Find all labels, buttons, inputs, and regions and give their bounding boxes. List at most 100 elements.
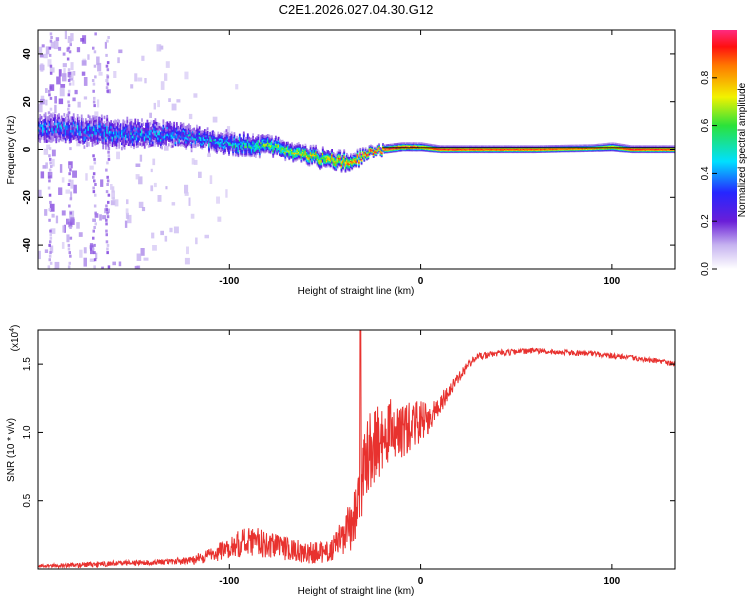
heatmap-ridge-cell [113, 133, 115, 137]
heatmap-ridge-cell [250, 150, 253, 154]
heatmap-ridge-cell [56, 132, 59, 136]
heatmap-ridge-cell [435, 144, 438, 147]
heatmap-ridge-cell [237, 152, 240, 156]
heatmap-ridge-cell [288, 147, 291, 150]
heatmap-ridge-cell [90, 123, 92, 127]
heatmap-ridge-cell [245, 141, 248, 145]
heatmap-ridge-cell [421, 142, 423, 144]
heatmap-ridge-cell [80, 127, 83, 131]
heatmap-ridge-cell [346, 164, 348, 167]
heatmap-ridge-cell [226, 147, 229, 151]
heatmap-streak [107, 36, 110, 39]
heatmap-ridge-cell [300, 147, 303, 150]
heatmap-ridge-cell [308, 159, 311, 162]
heatmap-ridge-cell [213, 143, 216, 147]
heatmap-ridge-cell [267, 138, 269, 142]
heatmap-ridge-cell [308, 148, 311, 152]
heatmap-ridge-cell [245, 138, 248, 142]
heatmap-ridge-cell [94, 124, 96, 128]
heatmap-ridge-cell [190, 141, 193, 145]
heatmap-ridge-cell [246, 138, 249, 142]
heatmap-ridge-cell [344, 164, 347, 167]
heatmap-ridge-cell [234, 140, 237, 143]
heatmap-ridge-cell [146, 119, 149, 124]
heatmap-ridge-cell [98, 129, 101, 133]
heatmap-ridge-cell [114, 137, 117, 141]
heatmap-ridge-cell [103, 115, 106, 120]
heatmap-ridge-cell [225, 134, 228, 137]
heatmap-ridge-cell [307, 163, 309, 167]
heatmap-ridge-cell [78, 116, 80, 121]
heatmap-ridge-cell [51, 134, 54, 139]
heatmap-ridge-cell [72, 123, 75, 127]
heatmap-ridge-cell [193, 133, 196, 137]
heatmap-streak [94, 75, 97, 79]
heatmap-ridge-cell [106, 130, 109, 134]
heatmap-ridge-cell [169, 132, 171, 136]
heatmap-ridge-cell [324, 159, 327, 162]
heatmap-ridge-cell [64, 116, 67, 121]
heatmap-ridge-cell [133, 145, 135, 150]
heatmap-ridge-cell [109, 130, 111, 134]
heatmap-streak [105, 208, 108, 212]
heatmap-ridge-cell [169, 125, 171, 129]
heatmap-ridge-cell [47, 136, 50, 140]
heatmap-ridge-cell [178, 131, 181, 135]
heatmap-ridge-cell [91, 143, 94, 147]
heatmap-speckle [56, 76, 61, 85]
heatmap-ridge-cell [171, 137, 174, 141]
heatmap-ridge-cell [303, 155, 305, 158]
heatmap-speckle [86, 141, 90, 147]
heatmap-ridge-cell [105, 138, 107, 142]
heatmap-ridge-cell [225, 144, 228, 148]
heatmap-ridge-cell [264, 149, 267, 152]
heatmap-ridge-cell [269, 147, 272, 150]
heatmap-ridge-cell [250, 144, 253, 147]
heatmap-speckle [176, 99, 181, 103]
heatmap-ridge-cell [229, 146, 232, 150]
heatmap-ridge-cell [305, 161, 308, 164]
heatmap-ridge-cell [400, 142, 403, 144]
heatmap-ridge-cell [317, 161, 320, 165]
heatmap-ridge-cell [42, 119, 44, 124]
heatmap-ridge-cell [280, 154, 283, 157]
heatmap-streak [93, 218, 96, 222]
heatmap-ridge-cell [154, 132, 157, 136]
heatmap-ridge-cell [217, 136, 220, 140]
heatmap-speckle [58, 98, 64, 105]
heatmap-ridge-cell [202, 132, 205, 136]
heatmap-speckle [47, 59, 52, 67]
heatmap-ridge-cell [342, 156, 344, 159]
heatmap-ridge-cell [526, 145, 529, 147]
heatmap-ridge-cell [98, 121, 101, 126]
heatmap-speckle [160, 81, 165, 90]
heatmap-ridge-cell [181, 134, 184, 138]
heatmap-ridge-cell [200, 145, 202, 149]
heatmap-ridge-cell [222, 136, 225, 140]
heatmap-ridge-cell [175, 128, 178, 132]
heatmap-ridge-cell [280, 153, 283, 156]
heatmap-ridge-cell [107, 126, 110, 130]
heatmap-ridge-cell [217, 148, 220, 152]
heatmap-ridge-cell [47, 134, 50, 138]
heatmap-ridge-cell [42, 124, 44, 129]
heatmap-ridge-cell [114, 124, 117, 128]
heatmap-speckle [118, 261, 122, 267]
heatmap-ridge-cell [175, 135, 178, 139]
heatmap-ridge-cell [149, 136, 151, 140]
heatmap-ridge-cell [175, 139, 178, 143]
heatmap-ridge-cell [350, 167, 352, 170]
heatmap-ridge-cell [268, 143, 271, 146]
heatmap-ridge-cell [340, 158, 343, 162]
heatmap-ridge-cell [186, 133, 189, 137]
heatmap-ridge-cell [222, 135, 225, 138]
heatmap-ridge-cell [173, 139, 175, 143]
heatmap-ridge-cell [238, 149, 241, 152]
heatmap-ridge-cell [312, 144, 315, 147]
heatmap-ridge-cell [135, 144, 138, 149]
heatmap-speckle [40, 171, 45, 179]
heatmap-ridge-cell [133, 143, 135, 147]
heatmap-streak [69, 226, 72, 229]
heatmap-ridge-cell [333, 159, 336, 163]
heatmap-ridge-cell [59, 121, 62, 125]
